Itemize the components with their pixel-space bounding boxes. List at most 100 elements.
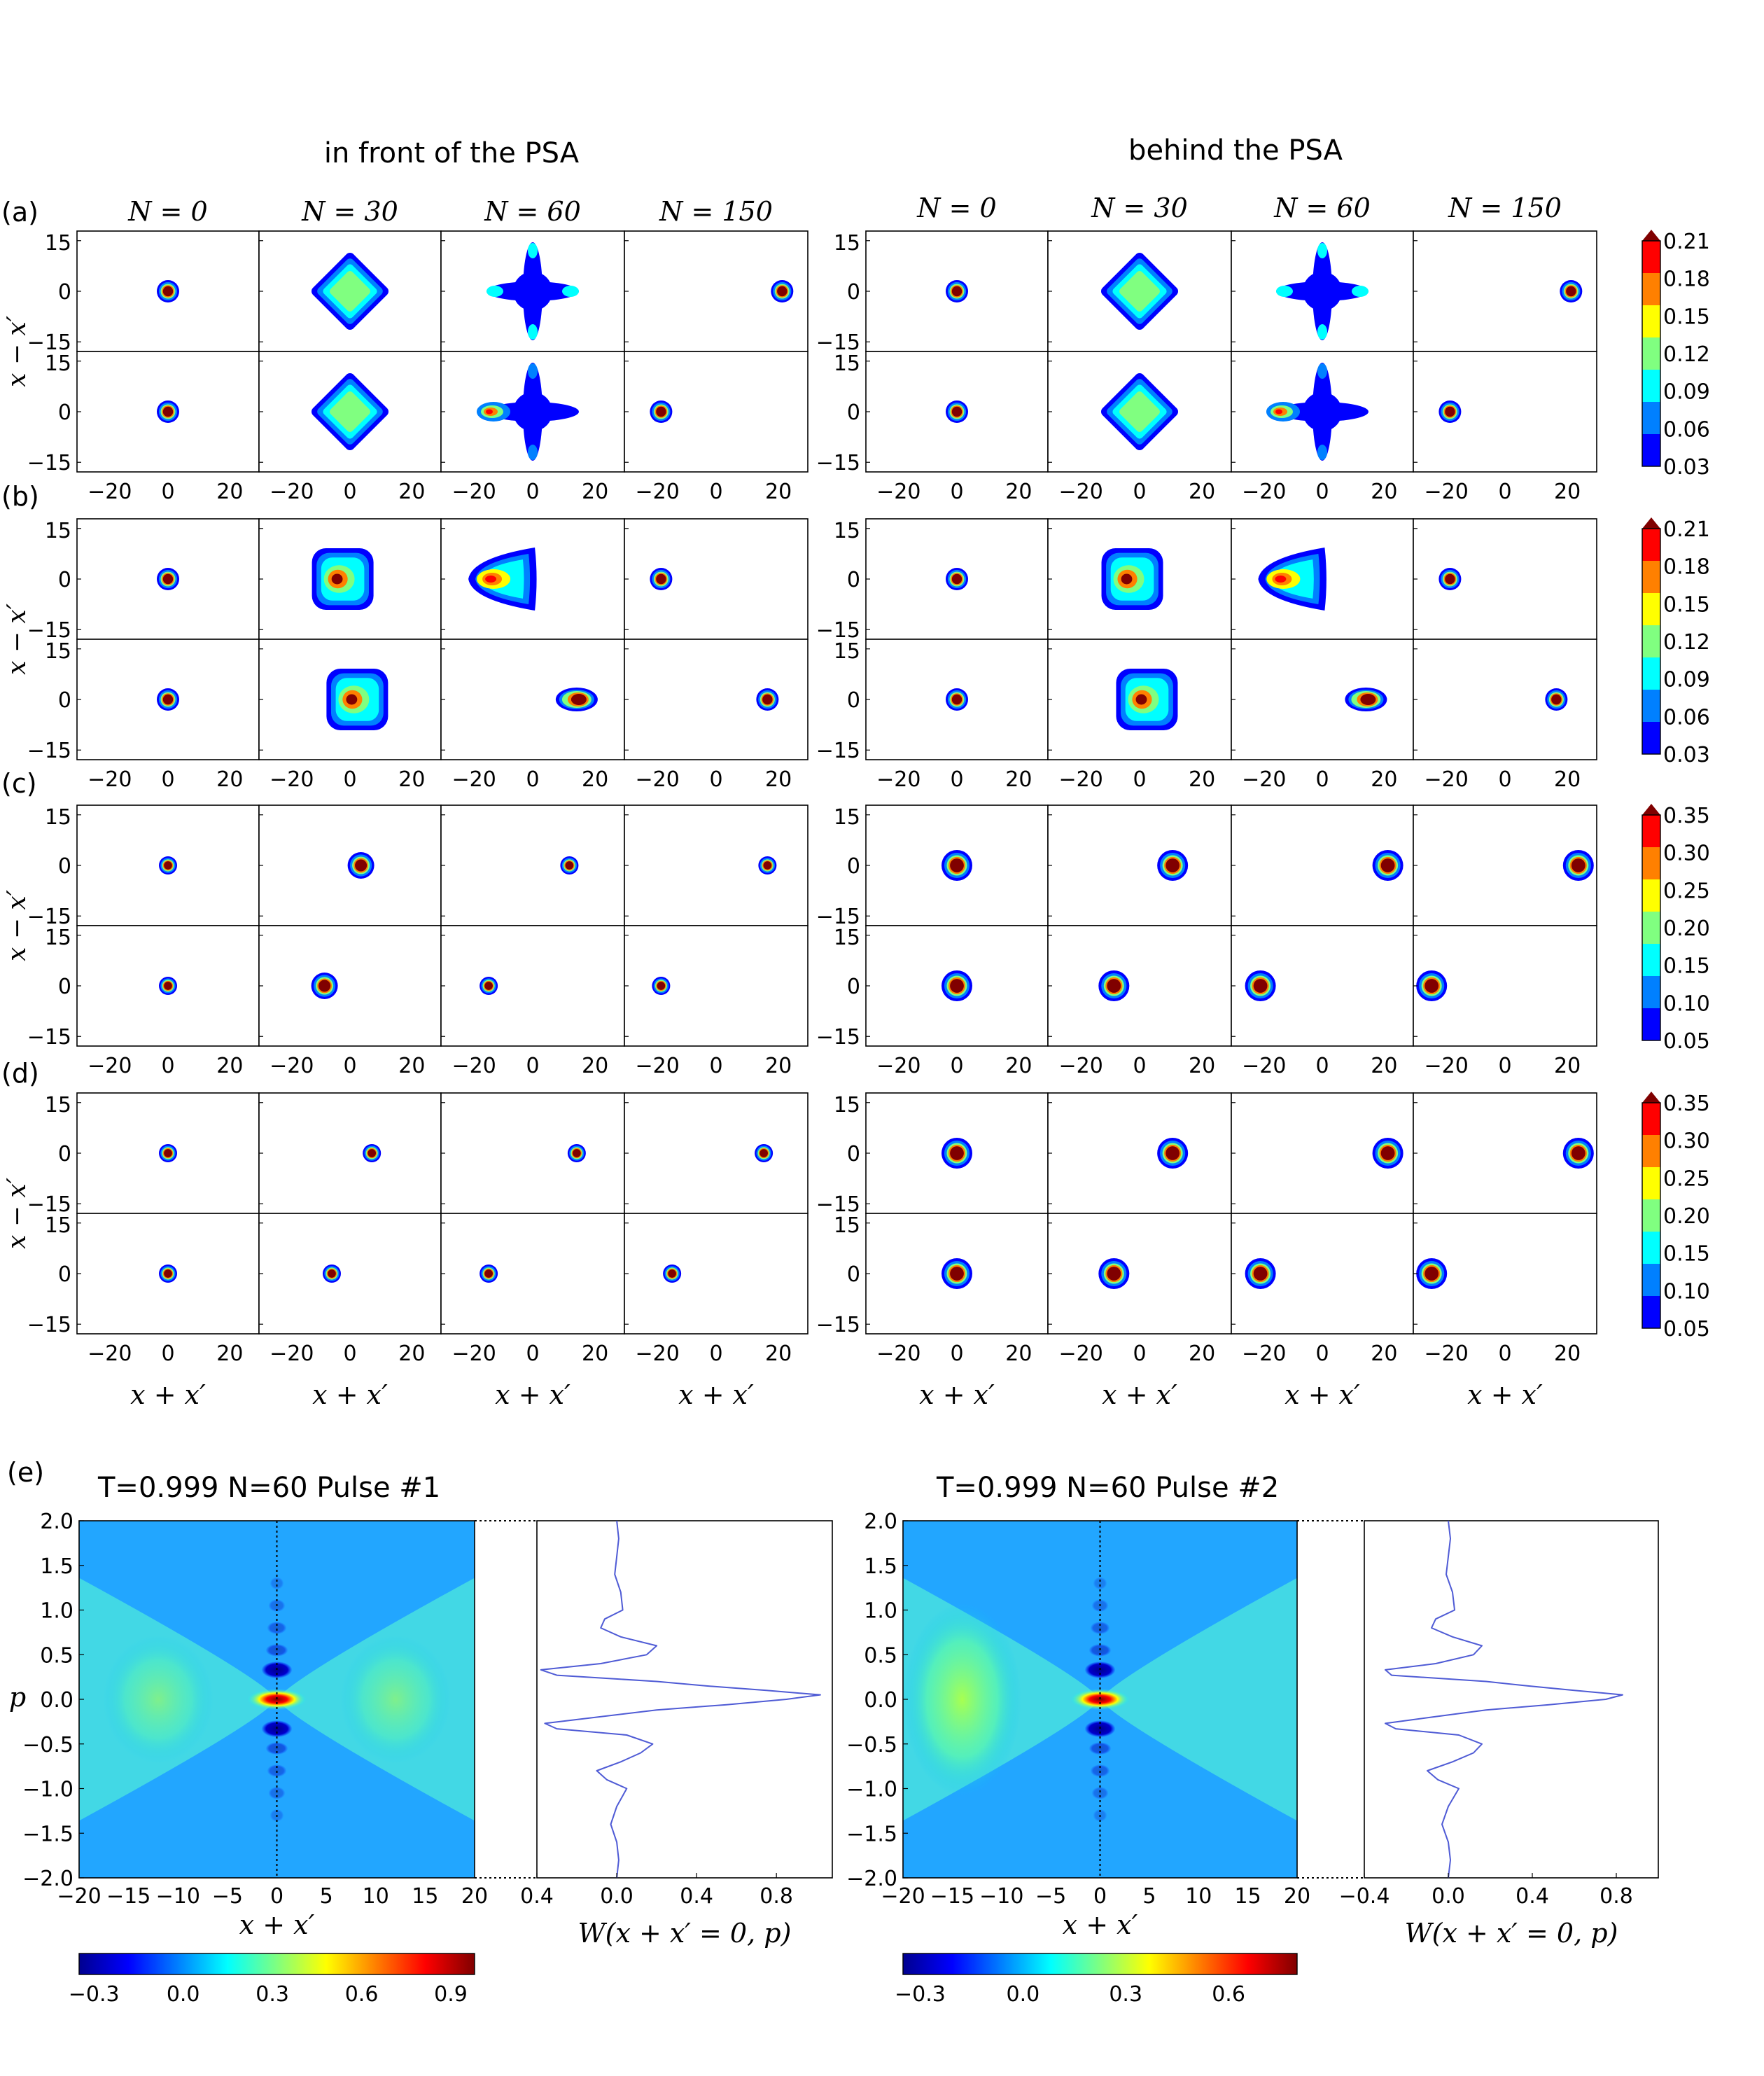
colorbar-strip bbox=[78, 1953, 475, 1975]
bright-lobe-left bbox=[903, 1603, 1021, 1796]
column-title: N = 150 bbox=[659, 196, 773, 227]
contour-peak bbox=[1121, 573, 1133, 585]
xtick-label: −20 bbox=[1424, 1054, 1469, 1078]
contour-peak bbox=[1166, 1146, 1180, 1160]
xtick-label: −20 bbox=[636, 1342, 680, 1366]
xtick-label: 0 bbox=[950, 767, 963, 792]
subplot bbox=[440, 1092, 625, 1214]
subplot bbox=[1047, 639, 1232, 760]
xtick-label: 0 bbox=[1315, 1342, 1329, 1366]
contour-mark bbox=[1562, 850, 1594, 881]
contour-mark bbox=[941, 850, 972, 881]
column-title: N = 60 bbox=[1273, 193, 1371, 223]
ytick-label: 15 bbox=[834, 805, 860, 830]
contour-peak bbox=[1360, 694, 1376, 705]
contour-peak bbox=[162, 694, 174, 705]
panel-e: 2.01.51.00.50.0−0.5−1.0−1.5−2.0−20 −15 −10… bbox=[9, 1510, 1659, 2007]
xtick-label: 0 bbox=[343, 767, 356, 792]
contour-mark bbox=[486, 242, 579, 340]
subplot bbox=[258, 230, 442, 352]
xtick-label: 0.4 bbox=[1516, 1884, 1549, 1909]
xtick-label: −20 bbox=[881, 1884, 925, 1909]
ytick-label: 0 bbox=[58, 975, 71, 999]
subplot bbox=[258, 1092, 442, 1214]
contour-mark bbox=[755, 1144, 774, 1162]
xtick-label: −20 bbox=[57, 1884, 101, 1909]
contour-peak bbox=[950, 1146, 964, 1160]
colorbar-tick: 0.30 bbox=[1663, 1129, 1710, 1154]
subplot-frame bbox=[624, 925, 808, 1047]
subplot bbox=[1047, 804, 1232, 926]
ytick-label: 0 bbox=[847, 280, 860, 305]
ytick-label: 0 bbox=[58, 688, 71, 713]
contour-peak bbox=[1166, 858, 1180, 872]
contour-peak bbox=[164, 1149, 172, 1157]
contour-peak bbox=[1551, 694, 1562, 705]
contour-peak bbox=[573, 1149, 581, 1157]
fringe-negative bbox=[265, 1742, 288, 1755]
xtick-label: 0 bbox=[950, 1342, 963, 1366]
xtick-label: 20 bbox=[1005, 1342, 1032, 1366]
column-title: N = 150 bbox=[1448, 193, 1562, 223]
xtick-label: 20 bbox=[1554, 480, 1581, 504]
contour-center bbox=[513, 392, 552, 431]
column-title: N = 60 bbox=[484, 196, 581, 227]
heatmap-colorbar: −0.3 0.0 0.3 0.6 0.9 bbox=[69, 1953, 475, 2007]
colorbar-tick: 0.09 bbox=[1663, 668, 1710, 692]
xtick-label: 0.0 bbox=[600, 1884, 634, 1909]
colorbar-segment bbox=[1642, 944, 1660, 976]
contour-lobe-top bbox=[528, 363, 538, 379]
ytick-label: 1.5 bbox=[864, 1554, 897, 1579]
subplot bbox=[1047, 1092, 1232, 1214]
xtick-label: −20 bbox=[270, 1054, 314, 1078]
contour-peak bbox=[1566, 286, 1576, 297]
colorbar-tick: 0.20 bbox=[1663, 917, 1710, 941]
panel-label-d: (d) bbox=[1, 1058, 39, 1089]
contour-peak bbox=[1107, 1267, 1121, 1281]
subplot bbox=[1231, 1213, 1414, 1335]
colorbar-tick: −0.3 bbox=[895, 1982, 946, 2007]
contour-mark bbox=[1245, 1258, 1276, 1289]
contour-mark bbox=[941, 1138, 972, 1169]
subplot-frame bbox=[624, 804, 808, 926]
ytick-label: 0 bbox=[58, 280, 71, 305]
fringe-negative bbox=[270, 1577, 284, 1590]
xtick-label: 0 bbox=[1315, 480, 1329, 504]
contour-mark bbox=[1438, 400, 1462, 423]
colorbar-tick: 0.20 bbox=[1663, 1204, 1710, 1229]
contour-mark bbox=[1101, 373, 1178, 450]
xtick-label: −20 bbox=[1242, 1054, 1286, 1078]
xtick-label: 20 bbox=[1189, 1054, 1215, 1078]
subplot bbox=[1413, 518, 1597, 640]
xtick-label: 20 bbox=[1189, 480, 1215, 504]
xtick-label: 20 bbox=[1371, 1342, 1397, 1366]
contour-peak bbox=[668, 1269, 676, 1278]
xtick-label: −20 bbox=[452, 480, 496, 504]
contour-mark bbox=[941, 1258, 972, 1289]
colorbar-segment bbox=[1642, 1199, 1660, 1232]
contour-peak bbox=[1253, 1267, 1268, 1281]
xtick-label: −20 bbox=[270, 480, 314, 504]
subplot bbox=[624, 351, 808, 473]
ytick-label: −15 bbox=[816, 1313, 860, 1337]
subplot-frame bbox=[258, 1213, 442, 1335]
colorbar-tick: 0.05 bbox=[1663, 1317, 1710, 1342]
column-title: N = 30 bbox=[301, 196, 398, 227]
subplot bbox=[624, 639, 808, 760]
subplot bbox=[624, 518, 808, 640]
xlabel: x + x′ bbox=[1102, 1379, 1177, 1410]
xtick-label: 20 bbox=[1371, 1054, 1397, 1078]
contour-lobe-bottom bbox=[1317, 324, 1327, 340]
contour-mark bbox=[157, 568, 179, 590]
colorbar-tick: 0.3 bbox=[1109, 1982, 1142, 2007]
subplot bbox=[1413, 925, 1597, 1047]
subplot bbox=[865, 804, 1049, 926]
contour-mark bbox=[567, 1144, 586, 1162]
contour-peak bbox=[565, 861, 574, 870]
colorbar-segment bbox=[1642, 1135, 1660, 1167]
contour-mark bbox=[479, 1265, 498, 1283]
xtick-label: 0 bbox=[709, 1054, 722, 1078]
